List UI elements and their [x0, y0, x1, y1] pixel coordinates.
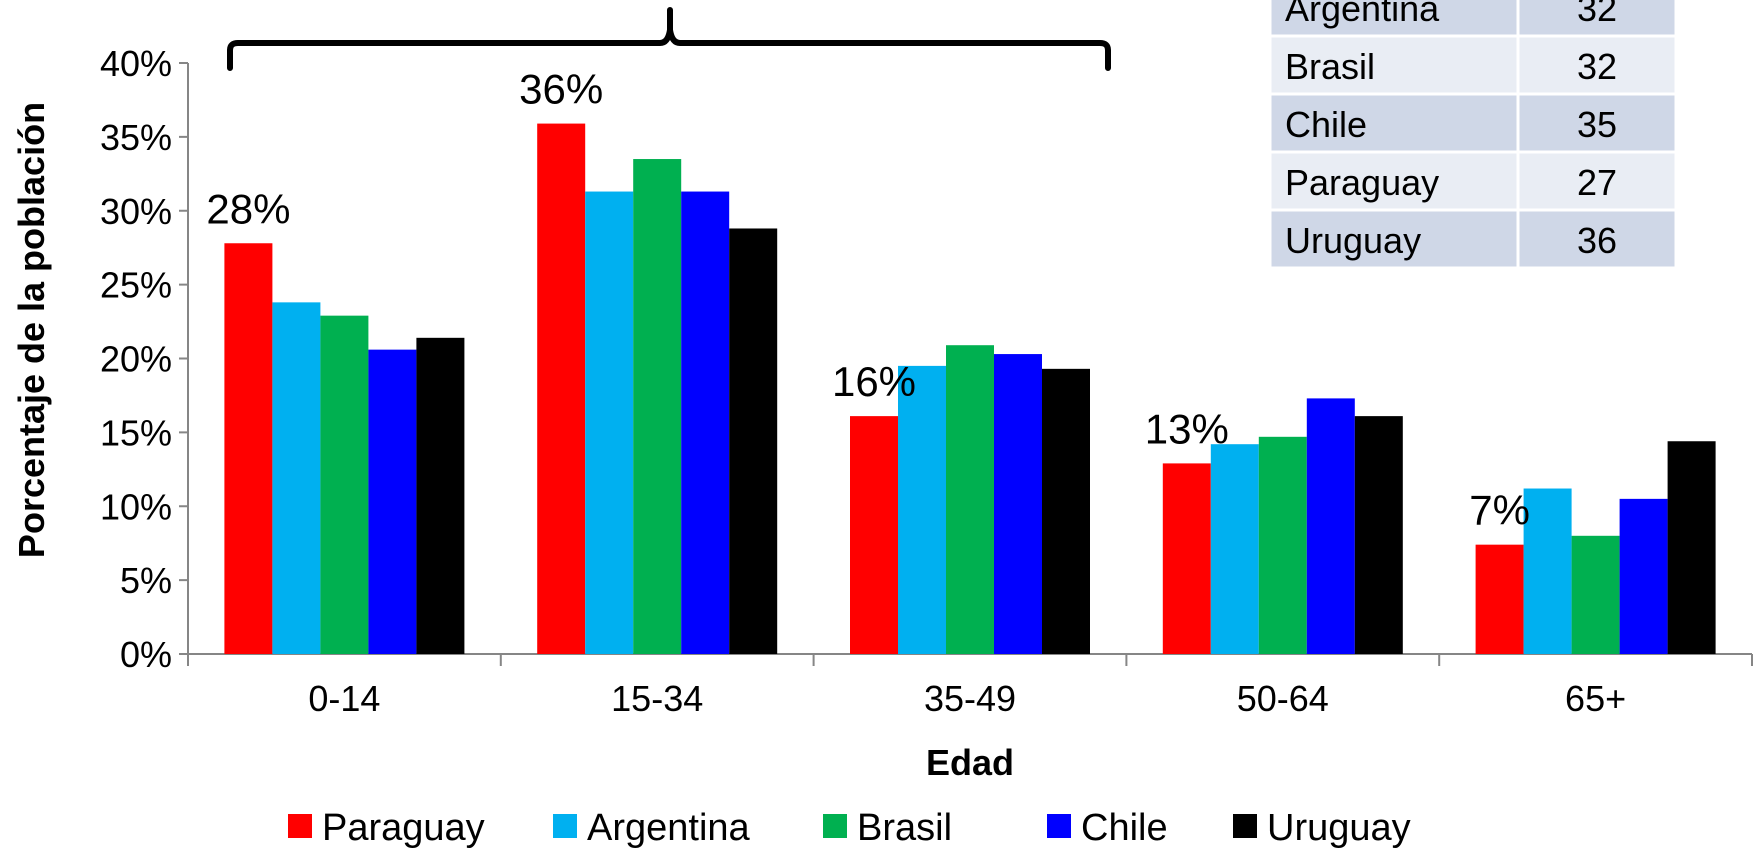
- table-value: 27: [1577, 162, 1617, 203]
- y-tick-label: 40%: [100, 43, 172, 84]
- bracket-shape: [227, 7, 1111, 71]
- bars: [224, 123, 1716, 655]
- x-tick-label: 50-64: [1237, 678, 1329, 719]
- x-tick-label: 15-34: [611, 678, 703, 719]
- legend-swatch-uruguay: [1233, 814, 1257, 838]
- legend-label-paraguay: Paraguay: [322, 807, 485, 849]
- inset-table: Argentina 32 Brasil 32 Chile 35 Paraguay 27 Urug…: [1268, 0, 1678, 270]
- y-tick-label: 0%: [120, 634, 172, 675]
- table-country: Uruguay: [1285, 220, 1421, 261]
- bar-argentina: [272, 302, 321, 654]
- bar-paraguay: [224, 243, 273, 654]
- bar-chile: [1619, 498, 1668, 654]
- bar-uruguay: [416, 337, 465, 654]
- legend-label-brasil: Brasil: [857, 807, 952, 849]
- y-tick-label: 20%: [100, 339, 172, 380]
- y-tick-label: 5%: [120, 560, 172, 601]
- legend-swatch-chile: [1047, 814, 1071, 838]
- table-cell: [1268, 34, 1520, 96]
- x-axis-title: Edad: [926, 742, 1014, 783]
- bar-brasil: [1258, 436, 1307, 654]
- table-country: Brasil: [1285, 46, 1375, 87]
- bar-paraguay: [850, 416, 898, 654]
- table-cell: [1516, 92, 1678, 154]
- axes: 0% 5% 10% 15% 20% 25% 30% 35% 40% 0-14 15-34 35-49 5…: [100, 43, 1753, 719]
- legend-label-argentina: Argentina: [587, 807, 751, 849]
- x-tick-label: 65+: [1565, 678, 1626, 719]
- legend-label-uruguay: Uruguay: [1267, 807, 1411, 849]
- data-label: 36%: [519, 66, 603, 113]
- table-value: 32: [1577, 0, 1617, 29]
- table-cell: [1516, 150, 1678, 212]
- bar-chile: [1306, 398, 1355, 654]
- legend: Paraguay Argentina Brasil Chile Uruguay: [288, 807, 1411, 849]
- bar-uruguay: [1042, 368, 1090, 654]
- bar-uruguay: [729, 228, 778, 655]
- table-country: Chile: [1285, 104, 1367, 145]
- bar-chile: [994, 354, 1042, 654]
- table-country: Argentina: [1285, 0, 1440, 29]
- table-cell: [1268, 208, 1520, 270]
- table-value: 35: [1577, 104, 1617, 145]
- table-value: 32: [1577, 46, 1617, 87]
- bracket-annotation: [227, 7, 1111, 71]
- bar-chile: [681, 191, 730, 655]
- bar-uruguay: [1667, 441, 1716, 654]
- bar-argentina: [898, 365, 946, 654]
- legend-label-chile: Chile: [1081, 807, 1168, 849]
- table-cell: [1516, 0, 1678, 38]
- y-tick-label: 35%: [100, 117, 172, 158]
- data-labels: 28% 36% 16% 13% 7%: [206, 66, 1530, 534]
- data-label: 7%: [1469, 487, 1530, 534]
- y-tick-label: 10%: [100, 486, 172, 527]
- data-label: 28%: [206, 185, 290, 232]
- bar-argentina: [1523, 488, 1572, 654]
- table-cell: [1516, 208, 1678, 270]
- bar-argentina: [1210, 444, 1259, 654]
- legend-swatch-brasil: [823, 814, 847, 838]
- bar-paraguay: [1475, 544, 1524, 654]
- table-country: Paraguay: [1285, 162, 1439, 203]
- bar-argentina: [585, 191, 634, 655]
- data-label: 13%: [1145, 405, 1229, 452]
- bar-brasil: [633, 159, 682, 654]
- y-tick-label: 15%: [100, 412, 172, 453]
- bar-brasil: [1571, 535, 1620, 654]
- bar-brasil: [946, 345, 994, 654]
- bar-paraguay: [1162, 463, 1211, 654]
- y-axis-title: Porcentaje de la población: [11, 102, 52, 558]
- bar-paraguay: [537, 123, 586, 654]
- y-tick-label: 30%: [100, 191, 172, 232]
- data-label: 16%: [832, 358, 916, 405]
- y-tick-label: 25%: [100, 265, 172, 306]
- legend-swatch-paraguay: [288, 814, 312, 838]
- x-tick-label: 35-49: [924, 678, 1016, 719]
- x-tick-label: 0-14: [308, 678, 380, 719]
- bar-uruguay: [1354, 416, 1403, 654]
- legend-swatch-argentina: [553, 814, 577, 838]
- bar-chile: [368, 349, 417, 654]
- table-value: 36: [1577, 220, 1617, 261]
- bar-brasil: [320, 315, 369, 654]
